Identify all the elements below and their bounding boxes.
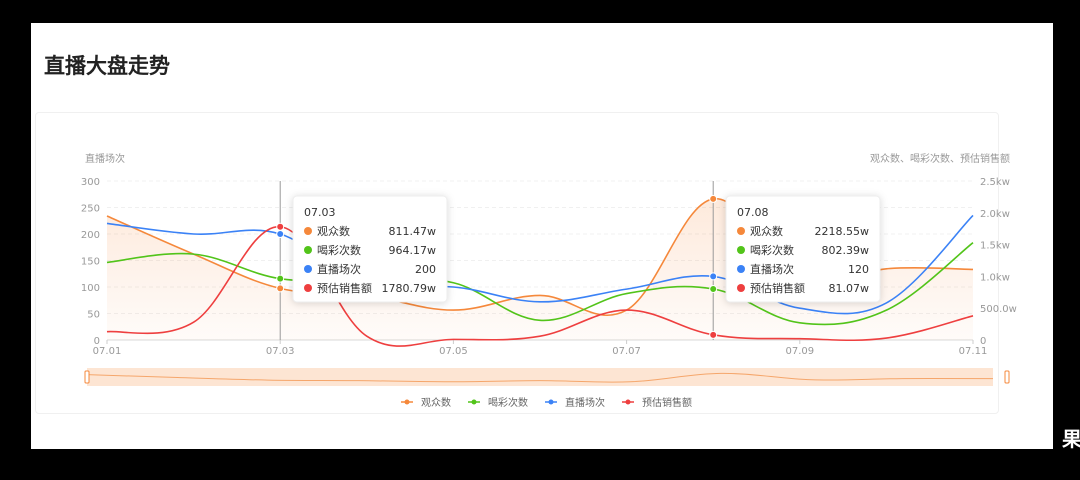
tooltip-date: 07.08	[737, 206, 769, 219]
x-tick-label: 07.01	[93, 346, 122, 357]
series-line	[106, 225, 974, 347]
y-left-tick-label: 200	[81, 230, 100, 241]
series-line	[106, 214, 974, 315]
zoom-handle-right[interactable]	[1004, 370, 1010, 384]
legend-item[interactable]: 直播场次	[545, 396, 605, 409]
data-point	[709, 272, 718, 281]
y-right-tick-label: 1.0kw	[980, 272, 1010, 283]
tooltip-date: 07.03	[304, 206, 336, 219]
legend-swatch-dot	[625, 399, 631, 405]
legend-label: 直播场次	[565, 396, 605, 409]
x-tick-label: 07.11	[959, 346, 988, 357]
tooltip-marker	[304, 227, 312, 235]
legend-swatch-dot	[548, 399, 554, 405]
y-left-axis-title: 直播场次	[85, 152, 125, 165]
y-right-axis-title: 观众数、喝彩次数、预估销售额	[870, 152, 1010, 165]
series-line	[106, 242, 974, 326]
tooltip-series-name: 预估销售额	[317, 281, 372, 295]
data-point	[709, 284, 718, 293]
x-tick-label: 07.09	[785, 346, 814, 357]
x-tick-label: 07.03	[266, 346, 295, 357]
corner-mark: 果	[1062, 427, 1080, 451]
y-right-tick-label: 1.5kw	[980, 241, 1010, 252]
legend-swatch-dot	[404, 399, 410, 405]
zoom-handle-left[interactable]	[84, 370, 90, 384]
y-left-tick-label: 0	[94, 336, 100, 347]
tooltip-value: 120	[848, 263, 869, 276]
legend-item[interactable]: 喝彩次数	[468, 396, 528, 409]
data-point	[276, 274, 285, 283]
zoom-slider-track	[87, 368, 993, 386]
legend-swatch-dot	[471, 399, 477, 405]
audience-area	[107, 198, 973, 340]
tooltip-value: 802.39w	[822, 244, 870, 257]
tooltip-value: 81.07w	[829, 282, 870, 295]
data-point	[276, 284, 285, 293]
tooltip-series-name: 预估销售额	[750, 281, 805, 295]
data-point	[709, 194, 718, 203]
tooltip-series-name: 喝彩次数	[750, 243, 794, 257]
tooltip-value: 964.17w	[389, 244, 437, 257]
y-left-tick-label: 300	[81, 177, 100, 188]
tooltip-marker	[304, 284, 312, 292]
tooltip-value: 2218.55w	[815, 225, 869, 238]
tooltip-value: 811.47w	[389, 225, 437, 238]
tooltip-marker	[304, 246, 312, 254]
tooltip-value: 200	[415, 263, 436, 276]
x-tick-label: 07.07	[612, 346, 641, 357]
legend-label: 观众数	[421, 396, 451, 409]
tooltip-box	[725, 195, 881, 303]
y-right-tick-label: 2.0kw	[980, 209, 1010, 220]
tooltip-marker	[737, 246, 745, 254]
y-right-tick-label: 0	[980, 336, 986, 347]
tooltip-marker	[737, 227, 745, 235]
tooltip-series-name: 喝彩次数	[317, 243, 361, 257]
page-title: 直播大盘走势	[44, 54, 170, 78]
y-right-tick-label: 2.5kw	[980, 177, 1010, 188]
legend-item[interactable]: 预估销售额	[622, 396, 692, 409]
data-point	[276, 230, 285, 238]
tooltip-series-name: 观众数	[317, 225, 350, 238]
y-left-tick-label: 100	[81, 283, 100, 294]
tooltip-series-name: 直播场次	[750, 262, 794, 276]
zoom-slider-preview	[86, 372, 994, 383]
tooltip-marker	[737, 284, 745, 292]
tooltip-series-name: 观众数	[750, 225, 783, 238]
y-left-tick-label: 250	[81, 204, 100, 215]
x-tick-label: 07.05	[439, 346, 468, 357]
tooltip-series-name: 直播场次	[317, 262, 361, 276]
tooltip-box	[292, 195, 448, 303]
tooltip-marker	[304, 265, 312, 273]
legend-label: 预估销售额	[642, 396, 692, 409]
y-left-tick-label: 50	[87, 310, 100, 321]
data-point	[709, 330, 718, 339]
y-right-tick-label: 500.0w	[980, 304, 1017, 315]
y-left-tick-label: 150	[81, 257, 100, 268]
data-point	[276, 222, 285, 231]
tooltip-value: 1780.79w	[382, 282, 436, 295]
legend-item[interactable]: 观众数	[401, 396, 451, 409]
tooltip-marker	[737, 265, 745, 273]
legend-label: 喝彩次数	[488, 396, 528, 409]
